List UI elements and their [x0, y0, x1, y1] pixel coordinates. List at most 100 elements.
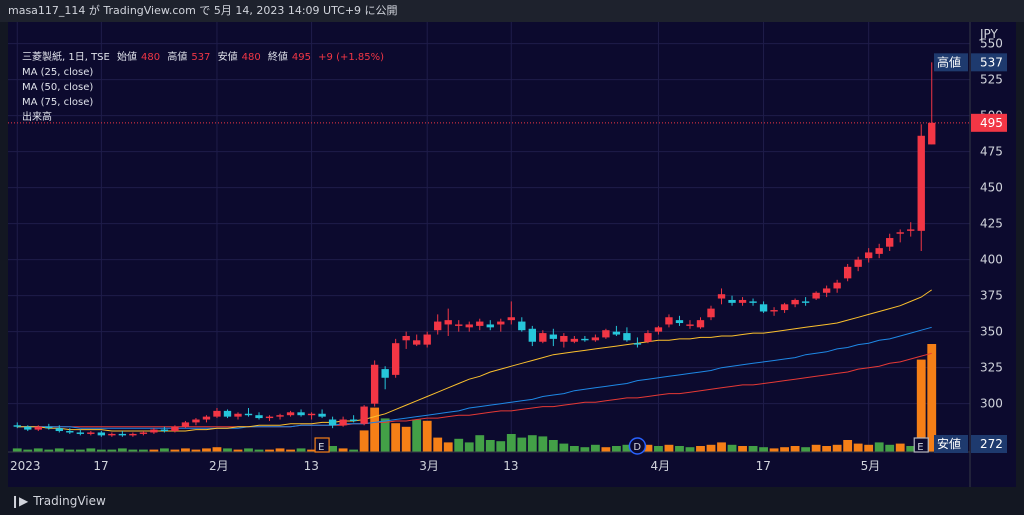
candle-body	[160, 429, 169, 432]
currency-label: JPY	[979, 27, 999, 41]
candle-body	[654, 327, 663, 332]
volume-bar	[202, 448, 211, 452]
candle-body	[822, 288, 831, 293]
volume-bar	[801, 447, 811, 452]
publish-info-text: masa117_114 が TradingView.com で 5月 14, 2…	[8, 4, 398, 17]
volume-bar	[780, 447, 789, 452]
candle-body	[591, 337, 600, 341]
volume-bar	[759, 447, 768, 452]
volume-bar	[569, 446, 579, 452]
volume-bar	[895, 443, 905, 452]
volume-bar	[843, 440, 853, 452]
volume-bar	[412, 419, 422, 452]
dividend-event-icon	[628, 437, 647, 455]
volume-bar	[548, 440, 558, 452]
ma75-line	[17, 352, 932, 428]
footer-brand[interactable]: TradingView	[33, 494, 106, 508]
event-label: E	[318, 442, 324, 453]
volume-bar	[33, 448, 43, 452]
volume-bar	[75, 449, 85, 452]
volume-bar	[23, 449, 33, 452]
price-tick-label: 450	[980, 181, 1003, 195]
volume-bar	[675, 446, 684, 452]
volume-bar	[454, 438, 464, 452]
volume-bar	[223, 448, 232, 452]
volume-bar	[443, 442, 453, 452]
candle-body	[686, 324, 694, 326]
candle-body	[181, 422, 190, 427]
volume-bar	[338, 448, 348, 452]
candle-body	[612, 331, 621, 335]
volume-bar	[611, 446, 621, 452]
high-marker-bg	[934, 53, 968, 72]
earnings-event-icon	[314, 437, 330, 453]
candle-body	[402, 335, 410, 341]
candle-body	[623, 333, 631, 341]
volume-bar	[727, 444, 737, 452]
volume-bar	[254, 449, 264, 452]
tradingview-logo-icon[interactable]: ❙▶	[10, 494, 28, 508]
candle-body	[434, 321, 442, 331]
candle-body	[833, 282, 841, 289]
volume-bar	[906, 446, 916, 452]
candle-body	[13, 425, 21, 427]
candle-body	[812, 292, 820, 299]
footer: ❙▶ TradingView	[0, 487, 1024, 515]
candle-body	[581, 338, 589, 341]
volume-bar	[496, 441, 506, 452]
candle-body	[528, 328, 536, 342]
candle-body	[171, 426, 179, 432]
volume-bar	[138, 449, 148, 452]
time-tick-label: 2023	[10, 459, 41, 473]
volume-bar	[769, 448, 779, 452]
candle-body	[465, 324, 473, 328]
volume-bar	[96, 449, 106, 452]
candle-body	[770, 310, 778, 312]
volume-bar	[664, 444, 674, 452]
volume-bar	[538, 436, 548, 452]
volume-bar	[654, 446, 663, 452]
volume-bar	[601, 447, 611, 452]
time-tick-label: 4月	[650, 459, 670, 473]
candle-body	[843, 266, 852, 279]
volume-bar	[696, 446, 705, 452]
candle-body	[497, 321, 505, 325]
candle-body	[129, 433, 137, 436]
candle-body	[381, 369, 389, 378]
price-tick-label: 300	[980, 397, 1003, 411]
candle-body	[675, 320, 684, 324]
volume-bar	[65, 449, 75, 452]
volume-bar	[874, 442, 884, 452]
volume-bar	[580, 447, 590, 452]
low-value-label: 272	[980, 437, 1003, 451]
chart-area[interactable]: JPY300325350375400425450475500525550高値53…	[8, 22, 1016, 487]
volume-bar	[44, 449, 54, 452]
time-tick-label: 13	[304, 459, 319, 473]
price-tick-label: 525	[980, 73, 1003, 87]
candle-body	[265, 416, 274, 419]
candle-body	[476, 321, 484, 326]
volume-bar	[864, 444, 874, 452]
volume-bar	[748, 446, 758, 452]
candle-body	[192, 419, 200, 423]
ma25-line	[17, 289, 932, 432]
volume-bar	[265, 449, 274, 452]
candle-body	[707, 308, 715, 318]
low-marker-bg	[934, 435, 968, 453]
volume-bar	[191, 449, 201, 452]
volume-bar	[401, 426, 411, 452]
volume-bar	[506, 434, 516, 452]
time-tick-label: 5月	[861, 459, 881, 473]
candle-body	[917, 135, 925, 231]
volume-bar	[832, 444, 842, 452]
candlestick-chart[interactable]: JPY300325350375400425450475500525550高値53…	[8, 22, 1016, 487]
volume-bar	[717, 442, 726, 452]
candle-body	[665, 317, 673, 325]
candle-body	[749, 301, 757, 303]
candle-body	[276, 415, 284, 417]
candle-body	[286, 412, 295, 416]
candle-body	[307, 413, 316, 416]
time-tick-label: 17	[93, 459, 108, 473]
volume-bar	[822, 446, 832, 452]
price-tick-label: 425	[980, 217, 1003, 231]
